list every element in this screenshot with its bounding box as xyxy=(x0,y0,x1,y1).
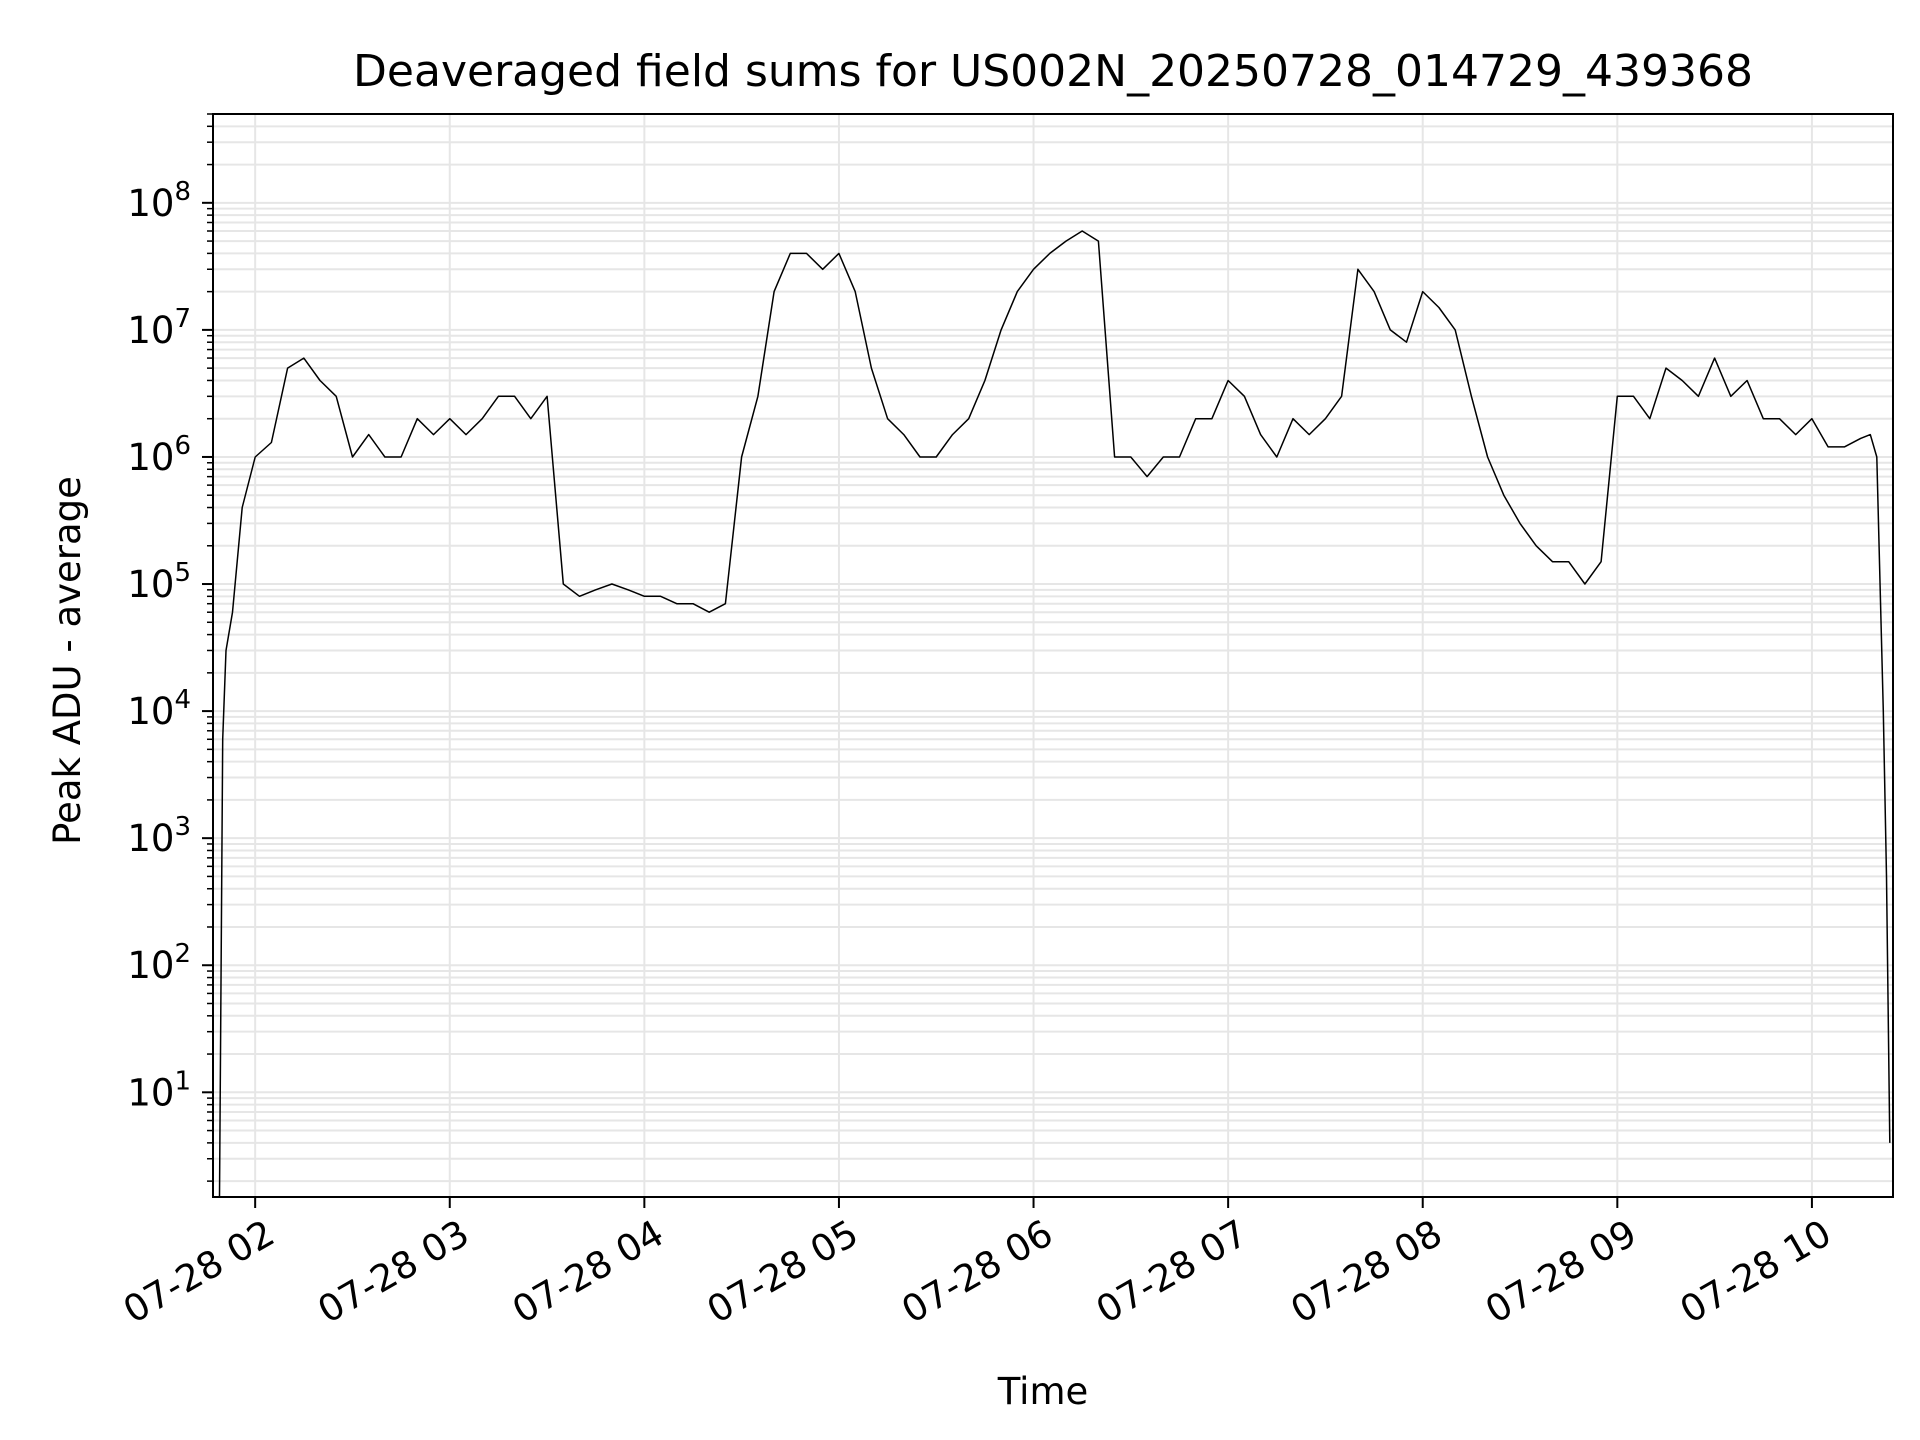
y-tick-exponent: 4 xyxy=(174,685,191,715)
series-line xyxy=(218,230,1891,1198)
y-tick-base: 10 xyxy=(127,182,174,225)
x-tick-label: 07-28 10 xyxy=(1673,1212,1839,1332)
y-tick-exponent: 1 xyxy=(174,1066,191,1096)
y-tick-base: 10 xyxy=(127,944,174,987)
y-tick-label: 103 xyxy=(127,812,191,860)
x-tick-label: 07-28 06 xyxy=(894,1212,1060,1332)
chart-title: Deaveraged field sums for US002N_2025072… xyxy=(353,46,1753,97)
y-tick-label: 106 xyxy=(127,431,191,479)
x-tick-label: 07-28 08 xyxy=(1284,1212,1450,1332)
x-tick-label: 07-28 04 xyxy=(505,1212,671,1332)
y-tick-label: 101 xyxy=(127,1066,191,1114)
y-tick-exponent: 6 xyxy=(174,431,191,461)
y-tick-base: 10 xyxy=(127,563,174,606)
y-tick-label: 104 xyxy=(127,685,191,733)
y-tick-exponent: 2 xyxy=(174,939,191,969)
x-axis-label: Time xyxy=(997,1370,1089,1413)
y-tick-base: 10 xyxy=(127,690,174,733)
x-tick-labels: 07-28 02 07-28 03 07-28 04 07-28 05 07-28 06… xyxy=(116,1212,1838,1332)
x-tick-label: 07-28 05 xyxy=(700,1212,866,1332)
series-group xyxy=(218,230,1891,1198)
y-tick-label: 108 xyxy=(127,177,191,225)
y-tick-base: 10 xyxy=(127,309,174,352)
y-tick-exponent: 7 xyxy=(174,304,191,334)
y-tick-label: 107 xyxy=(127,304,191,352)
x-tick-label: 07-28 07 xyxy=(1089,1212,1255,1332)
y-tick-exponent: 8 xyxy=(174,177,191,207)
x-tick-label: 07-28 02 xyxy=(116,1212,282,1332)
grid-minor-lines xyxy=(213,113,1893,1183)
y-tick-exponent: 5 xyxy=(174,558,191,588)
grid-major-lines xyxy=(213,114,1893,1197)
y-tick-label: 105 xyxy=(127,558,191,606)
y-tick-base: 10 xyxy=(127,1071,174,1114)
x-tick-label: 07-28 09 xyxy=(1478,1212,1644,1332)
y-tick-base: 10 xyxy=(127,817,174,860)
y-tick-exponent: 3 xyxy=(174,812,191,842)
plot-frame xyxy=(212,113,1894,1198)
tick-marks xyxy=(202,113,1813,1208)
y-axis-label: Peak ADU - average xyxy=(46,476,89,845)
x-tick-label: 07-28 03 xyxy=(311,1212,477,1332)
y-tick-base: 10 xyxy=(127,436,174,479)
y-tick-label: 102 xyxy=(127,939,191,987)
